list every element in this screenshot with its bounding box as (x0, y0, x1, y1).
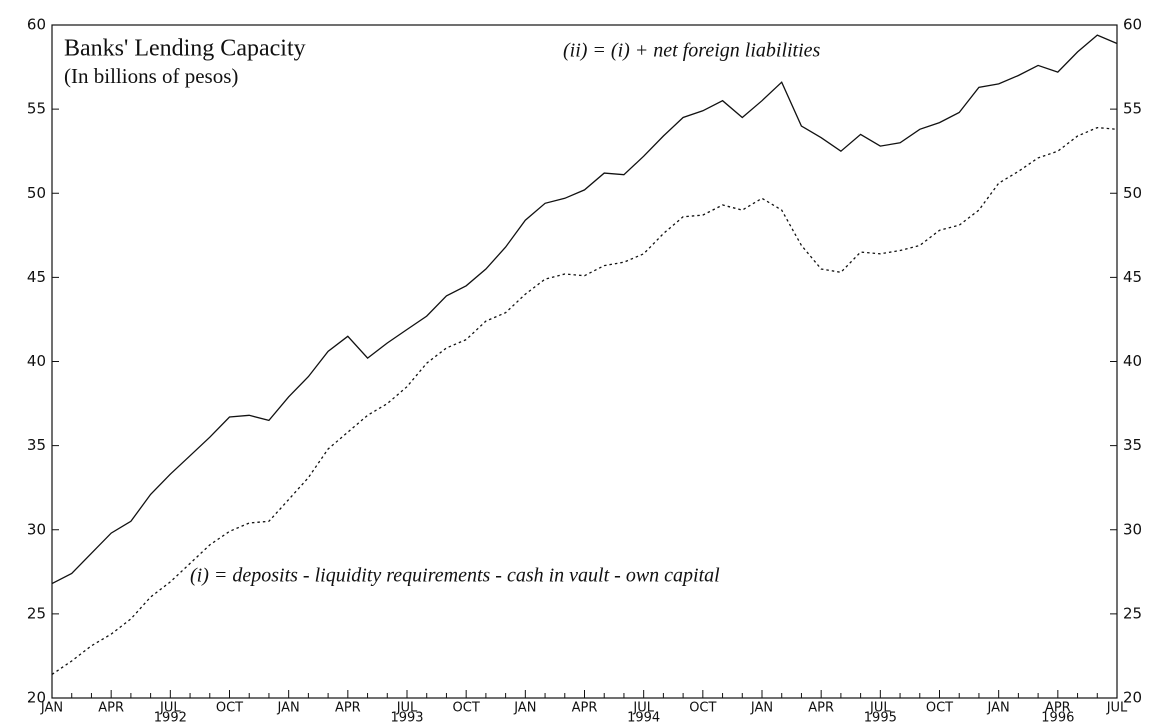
y-tick-label: 60 (27, 16, 46, 34)
x-tick-label: JUL (159, 701, 181, 716)
x-tick-label: JAN (750, 701, 773, 716)
y-tick-label: 55 (27, 100, 46, 118)
series-label: (ii) = (i) + net foreign liabilities (563, 40, 821, 62)
y-tick-label: 20 (27, 689, 46, 707)
year-label: 1994 (627, 711, 660, 725)
series-label: (i) = deposits - liquidity requirements … (190, 565, 720, 587)
chart-subtitle: (In billions of pesos) (64, 64, 238, 88)
x-tick-label: JUL (632, 701, 654, 716)
y-tick-label: 30 (27, 520, 46, 538)
x-tick-label: OCT (926, 701, 953, 716)
x-tick-label: JAN (277, 701, 300, 716)
x-tick-label: OCT (453, 701, 480, 716)
x-tick-label: JAN (40, 701, 63, 716)
x-tick-label: APR (572, 701, 598, 716)
y2-tick-label: 55 (1123, 100, 1142, 118)
y2-tick-label: 35 (1123, 436, 1142, 454)
x-tick-label: JUL (396, 701, 418, 716)
y2-tick-label: 45 (1123, 268, 1142, 286)
y2-tick-label: 30 (1123, 520, 1142, 538)
year-label: 1995 (864, 711, 897, 725)
y2-tick-label: 60 (1123, 16, 1142, 34)
y-tick-label: 35 (27, 436, 46, 454)
y2-tick-label: 50 (1123, 184, 1142, 202)
year-label: 1993 (390, 711, 423, 725)
x-tick-label: OCT (216, 701, 243, 716)
series-line (51, 126, 1118, 675)
y-tick-label: 25 (27, 604, 46, 622)
y-tick-label: 45 (27, 268, 46, 286)
x-tick-label: JAN (513, 701, 536, 716)
x-tick-label: JAN (987, 701, 1010, 716)
x-tick-label: APR (808, 701, 834, 716)
series-line (51, 34, 1118, 585)
y2-tick-label: 25 (1123, 604, 1142, 622)
y-tick-label: 50 (27, 184, 46, 202)
y2-tick-label: 40 (1123, 352, 1142, 370)
x-tick-label: APR (98, 701, 124, 716)
y2-tick-label: 20 (1123, 689, 1142, 707)
x-tick-label: APR (1045, 701, 1071, 716)
year-label: 1992 (154, 711, 187, 725)
x-tick-label: JUL (1106, 701, 1128, 716)
plot-frame (51, 24, 1118, 699)
y-tick-label: 40 (27, 352, 46, 370)
year-label: 1996 (1041, 711, 1074, 725)
x-tick-label: APR (335, 701, 361, 716)
x-tick-label: OCT (689, 701, 716, 716)
chart-title: Banks' Lending Capacity (64, 36, 306, 62)
x-tick-label: JUL (869, 701, 891, 716)
